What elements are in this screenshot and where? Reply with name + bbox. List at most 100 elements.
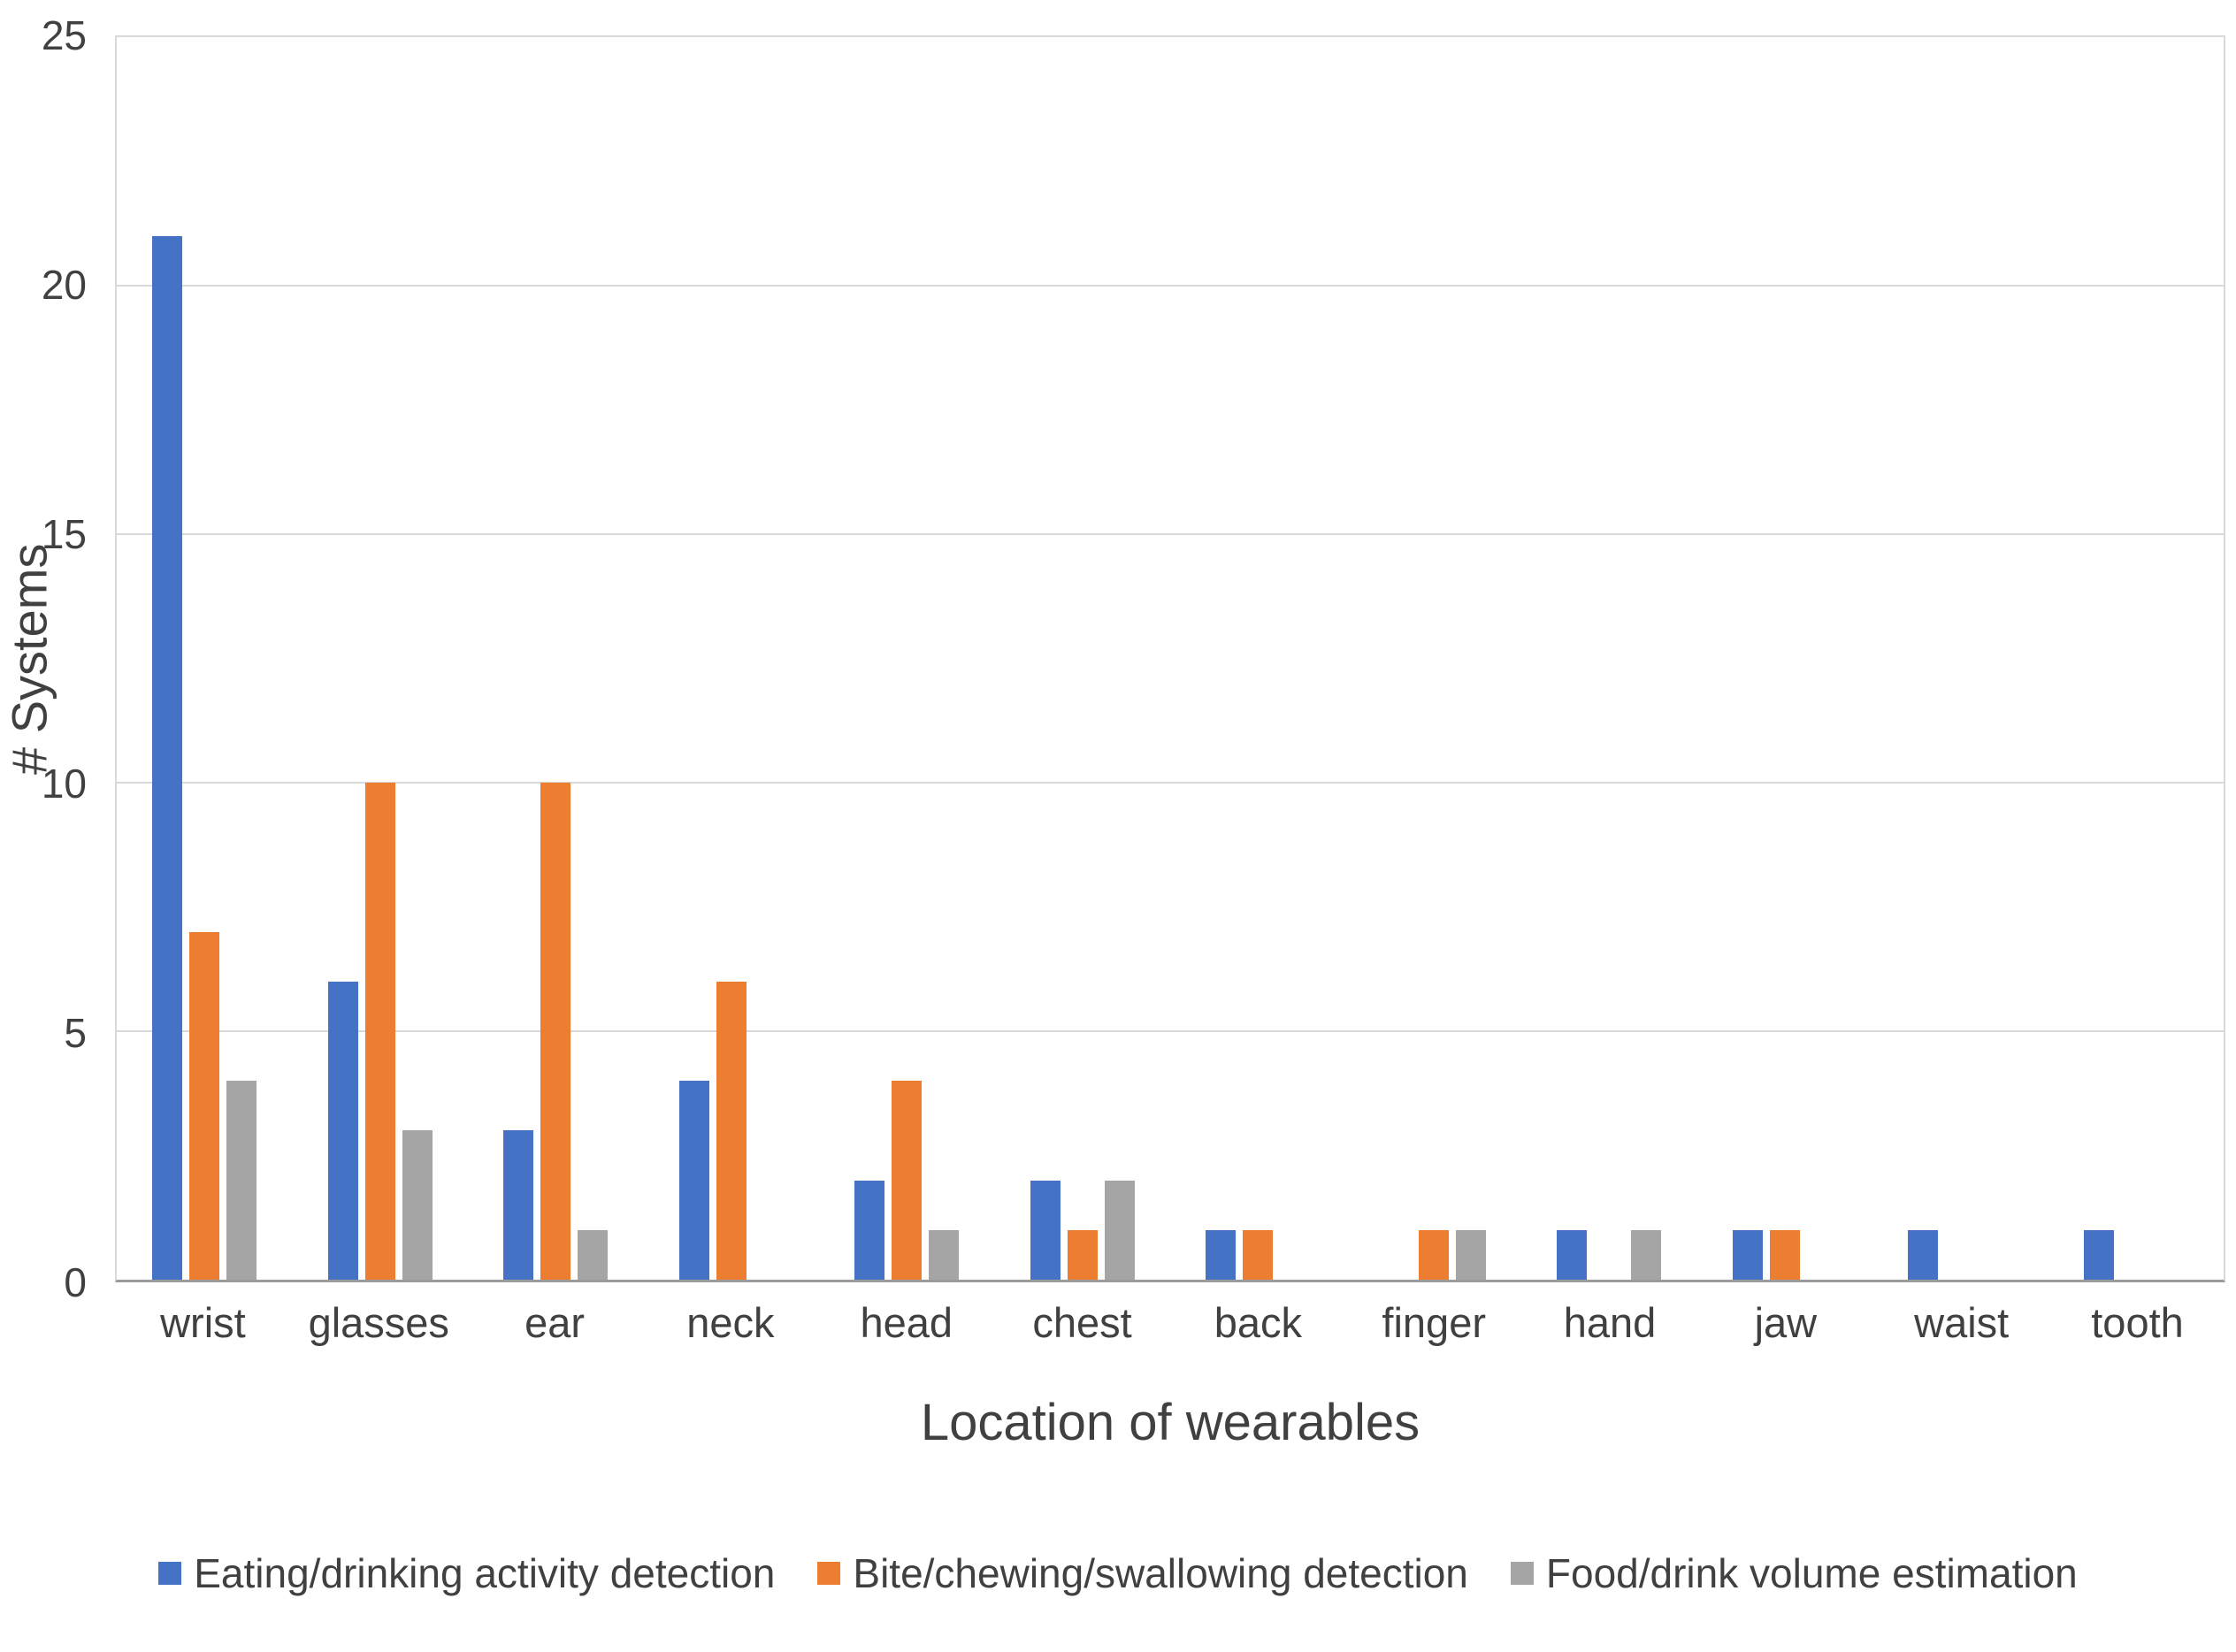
bar — [854, 1180, 885, 1280]
x-category-label: neck — [686, 1299, 775, 1346]
bar-group-glasses — [293, 37, 469, 1280]
legend-label: Bite/chewing/swallowing detection — [853, 1550, 1468, 1596]
bars-container — [117, 37, 2224, 1280]
bar-slot — [399, 37, 436, 1280]
x-axis-title: Location of wearables — [920, 1394, 1420, 1451]
bar-slot — [888, 37, 925, 1280]
plot-area — [115, 35, 2225, 1282]
bar-slot — [2080, 37, 2117, 1280]
bar-slot — [676, 37, 713, 1280]
bar — [402, 1130, 433, 1280]
bar — [1769, 1229, 1800, 1280]
legend-label: Eating/drinking activity detection — [194, 1550, 776, 1596]
y-tick-label: 10 — [41, 761, 87, 807]
y-tick-label: 0 — [64, 1259, 87, 1305]
bar-slot — [500, 37, 537, 1280]
bar — [1243, 1229, 1274, 1280]
y-tick-label: 20 — [41, 262, 87, 308]
legend-item: Bite/chewing/swallowing detection — [817, 1549, 1468, 1597]
bar — [189, 931, 220, 1280]
x-category-label: wrist — [160, 1299, 246, 1346]
bar — [678, 1081, 709, 1280]
bar-slot — [1979, 37, 2016, 1280]
bar-group-wrist — [117, 37, 293, 1280]
bar — [503, 1130, 534, 1280]
y-tick-label: 5 — [64, 1010, 87, 1056]
y-tick-label: 25 — [41, 12, 87, 58]
gridline — [117, 533, 2224, 535]
bar — [1418, 1229, 1449, 1280]
x-category-label: finger — [1382, 1299, 1486, 1346]
bar-slot — [750, 37, 787, 1280]
bar-group-jaw — [1697, 37, 1873, 1280]
x-category-label: tooth — [2091, 1299, 2184, 1346]
legend-label: Food/drink volume estimation — [1545, 1550, 2078, 1596]
x-category-label: chest — [1032, 1299, 1132, 1346]
bar-slot — [1027, 37, 1064, 1280]
legend-swatch-icon — [1510, 1562, 1534, 1585]
bar-slot — [537, 37, 574, 1280]
bar-slot — [1415, 37, 1452, 1280]
x-axis-category-labels: wrist glasses ear neck head chest back finger ha… — [115, 1298, 2225, 1347]
x-category-label: hand — [1563, 1299, 1657, 1346]
gridline — [117, 782, 2224, 784]
bar — [1455, 1229, 1486, 1280]
bar-slot — [1064, 37, 1101, 1280]
bar-slot — [1276, 37, 1313, 1280]
bar-slot — [1941, 37, 1979, 1280]
x-category-label: glasses — [308, 1299, 449, 1346]
bar-slot — [1553, 37, 1590, 1280]
bar-slot — [1590, 37, 1627, 1280]
bar-slot — [851, 37, 888, 1280]
bar-group-chest — [995, 37, 1171, 1280]
bar-group-head — [819, 37, 995, 1280]
bar-slot — [1729, 37, 1766, 1280]
y-tick-label: 15 — [41, 511, 87, 557]
bar — [364, 783, 395, 1280]
bar-slot — [1803, 37, 1841, 1280]
bar-group-back — [1170, 37, 1346, 1280]
bar — [327, 981, 358, 1280]
bar — [1732, 1229, 1763, 1280]
y-axis-tick-labels: 0 5 10 15 20 25 — [0, 15, 99, 1303]
bar-group-hand — [1521, 37, 1697, 1280]
bar — [152, 235, 183, 1280]
chart-legend: Eating/drinking activity detection Bite/c… — [0, 1549, 2236, 1597]
bar-slot — [1101, 37, 1138, 1280]
x-category-label: waist — [1914, 1299, 2010, 1346]
bar — [578, 1229, 609, 1280]
bar — [1067, 1229, 1098, 1280]
bar — [1631, 1229, 1662, 1280]
bar-group-tooth — [2048, 37, 2225, 1280]
bar-slot — [1378, 37, 1415, 1280]
bar — [1206, 1229, 1237, 1280]
bar-slot — [362, 37, 399, 1280]
bar-slot — [325, 37, 362, 1280]
bar-group-neck — [644, 37, 820, 1280]
gridline — [117, 285, 2224, 287]
bar — [226, 1081, 257, 1280]
bar — [540, 783, 571, 1280]
bar — [716, 981, 747, 1280]
bar-slot — [186, 37, 223, 1280]
bar — [929, 1229, 960, 1280]
bar-slot — [2155, 37, 2192, 1280]
legend-swatch-icon — [158, 1562, 182, 1585]
bar-group-ear — [468, 37, 644, 1280]
bar-slot — [223, 37, 260, 1280]
bar — [1030, 1180, 1061, 1280]
bar-slot — [713, 37, 750, 1280]
bar-slot — [1202, 37, 1239, 1280]
x-category-label: head — [860, 1299, 953, 1346]
bar-slot — [149, 37, 186, 1280]
bar-slot — [2117, 37, 2155, 1280]
bar-slot — [925, 37, 962, 1280]
bar — [2083, 1229, 2114, 1280]
bar-slot — [1239, 37, 1276, 1280]
x-category-label: jaw — [1754, 1299, 1818, 1346]
gridline — [117, 1030, 2224, 1032]
bar-slot — [1766, 37, 1803, 1280]
legend-swatch-icon — [817, 1562, 841, 1585]
bar — [1908, 1229, 1939, 1280]
